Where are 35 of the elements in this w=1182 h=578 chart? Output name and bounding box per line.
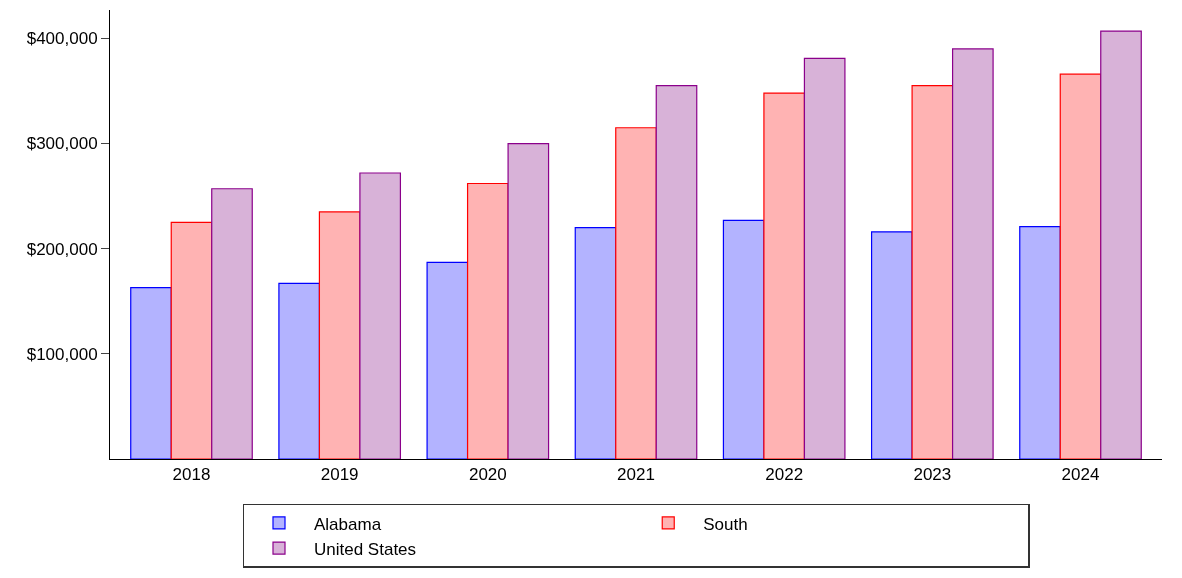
bar bbox=[574, 227, 617, 459]
bar bbox=[359, 172, 402, 459]
bar bbox=[655, 85, 698, 459]
x-tick-label: 2020 bbox=[468, 465, 507, 485]
bar bbox=[170, 221, 213, 459]
x-tick-label: 2018 bbox=[172, 465, 211, 485]
bar bbox=[615, 127, 657, 459]
bar bbox=[763, 92, 806, 459]
bar bbox=[1059, 73, 1102, 459]
legend-label: South bbox=[703, 514, 748, 534]
legend-label: United States bbox=[314, 539, 417, 559]
bar bbox=[722, 219, 765, 459]
bar bbox=[507, 142, 550, 459]
bar bbox=[426, 261, 469, 459]
x-tick-label: 2022 bbox=[765, 465, 804, 485]
x-tick-label: 2019 bbox=[320, 465, 359, 485]
y-tick-label: $300,000 bbox=[26, 134, 98, 154]
bar bbox=[870, 231, 913, 459]
bar bbox=[803, 57, 846, 459]
bar bbox=[130, 287, 172, 459]
x-tick-label: 2024 bbox=[1061, 465, 1100, 485]
bar bbox=[951, 48, 994, 459]
x-tick-label: 2021 bbox=[617, 465, 655, 485]
y-tick-label: $200,000 bbox=[26, 239, 98, 259]
bar bbox=[466, 182, 509, 459]
bar bbox=[211, 188, 253, 459]
x-tick-label: 2023 bbox=[913, 465, 952, 485]
legend-label: Alabama bbox=[314, 514, 382, 534]
bar bbox=[318, 211, 361, 459]
bar bbox=[1019, 226, 1061, 459]
bar bbox=[1100, 30, 1142, 459]
y-tick-label: $400,000 bbox=[26, 29, 98, 49]
bar bbox=[278, 282, 321, 459]
y-tick-label: $100,000 bbox=[26, 344, 98, 364]
bar bbox=[911, 85, 954, 459]
